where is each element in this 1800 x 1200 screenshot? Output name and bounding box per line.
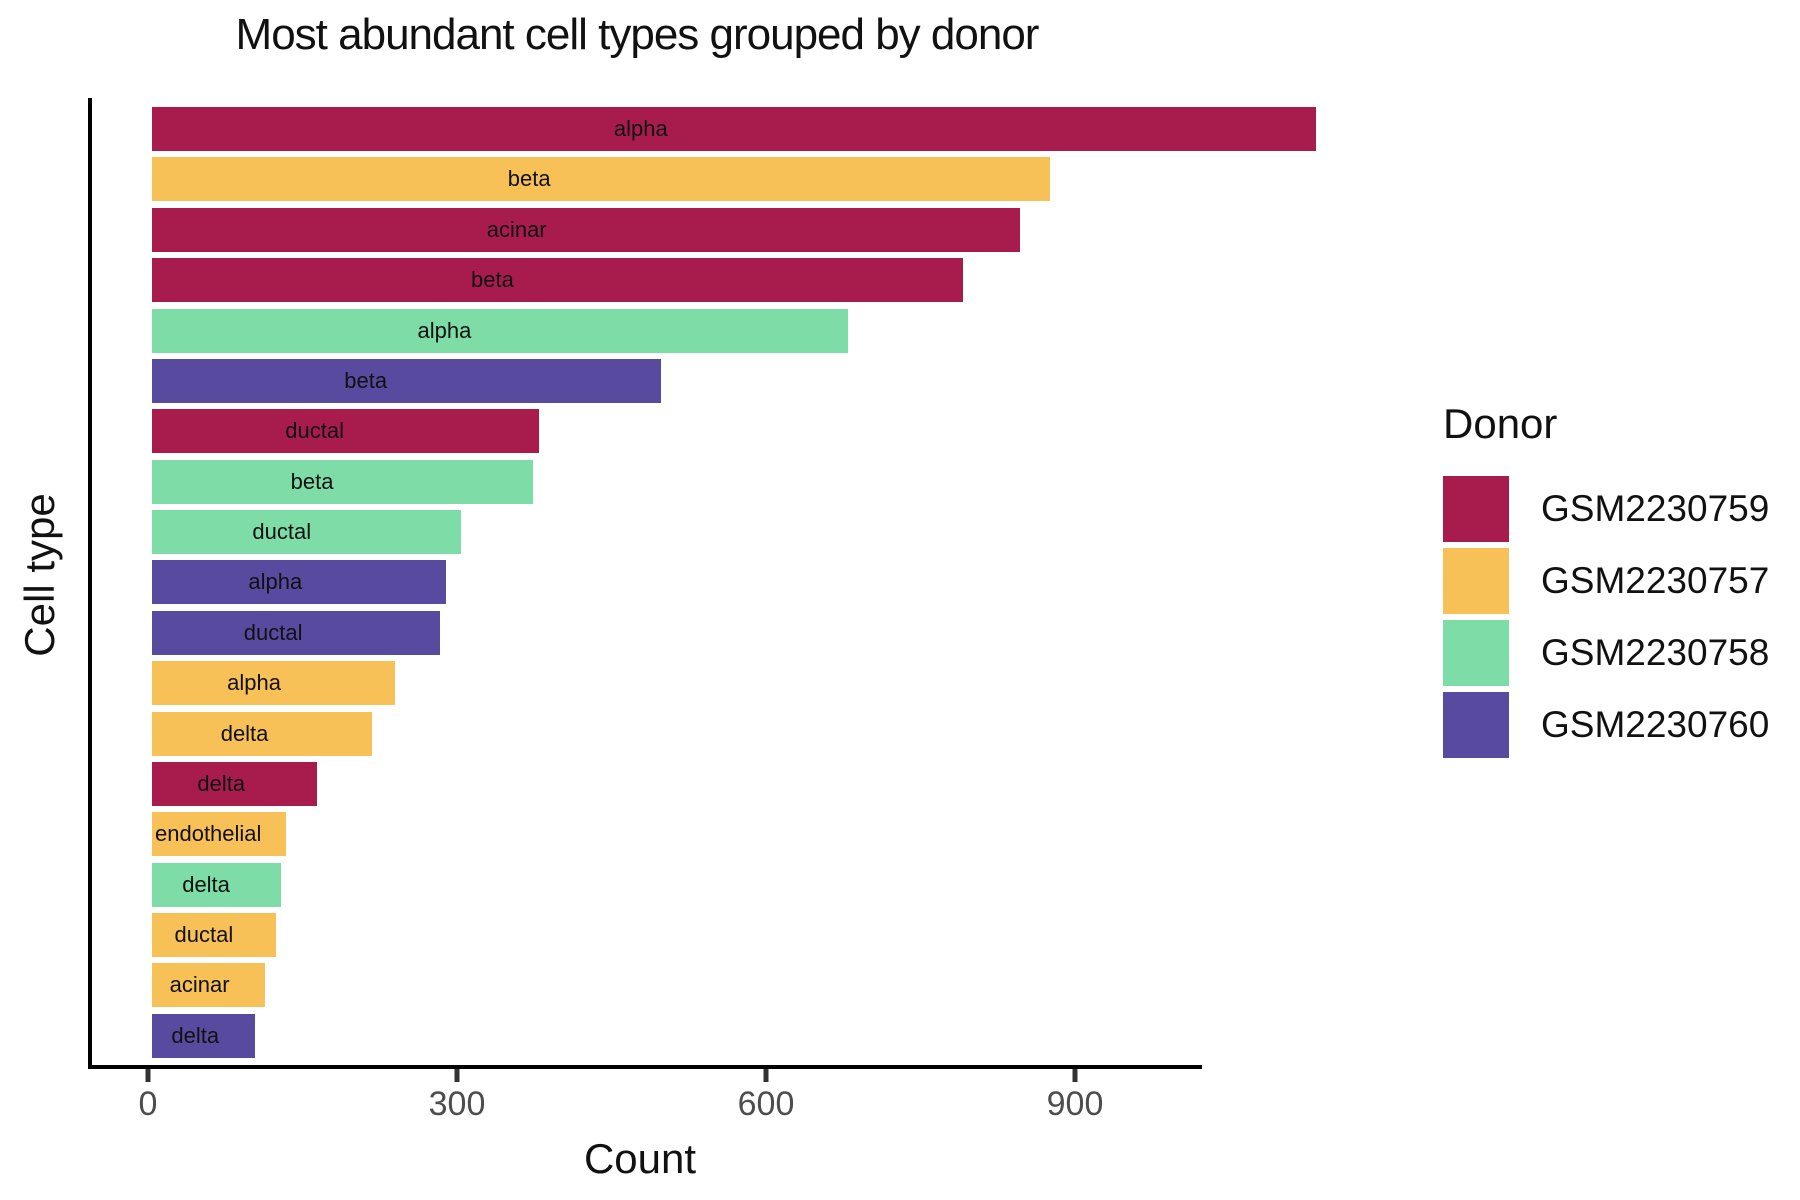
tick-mark — [145, 1069, 151, 1082]
bar-beta-GSM2230758: beta — [152, 459, 534, 504]
bar-row: delta — [92, 1013, 1202, 1058]
bar-row: ductal — [92, 510, 1202, 554]
legend-title: Donor — [1443, 400, 1558, 447]
bar-label: alpha — [227, 670, 281, 696]
bar-row: beta — [92, 459, 1202, 504]
bar-ductal-GSM2230758: ductal — [152, 510, 461, 554]
bar-delta-GSM2230758: delta — [152, 862, 281, 907]
tick-mark — [454, 1069, 460, 1082]
bar-row: acinar — [92, 207, 1202, 252]
bar-beta-GSM2230760: beta — [152, 358, 661, 403]
bar-row: beta — [92, 157, 1202, 202]
bar-row: endothelial — [92, 812, 1202, 857]
bar-alpha-GSM2230757: alpha — [152, 661, 396, 706]
tick-label: 600 — [737, 1085, 795, 1123]
legend-entry-GSM2230758: GSM2230758 — [1443, 620, 1769, 686]
bar-ductal-GSM2230757: ductal — [152, 913, 276, 957]
bar-row: delta — [92, 711, 1202, 756]
bar-label: delta — [197, 770, 246, 796]
bar-row: delta — [92, 862, 1202, 907]
bar-label: alpha — [613, 116, 668, 141]
legend-swatch — [1443, 620, 1509, 686]
bar-label: ductal — [243, 619, 303, 645]
bar-row: alpha — [92, 661, 1202, 706]
legend-label: GSM2230758 — [1541, 632, 1770, 673]
plot-panel: alpha beta acinar beta alpha beta ductal beta du… — [88, 98, 1316, 1069]
tick-mark — [763, 1069, 769, 1082]
bar-group: alpha beta acinar beta alpha beta ductal beta du… — [92, 107, 1316, 1058]
bar-delta-GSM2230760: delta — [152, 1013, 255, 1058]
legend-entries: GSM2230759 GSM2230757 GSM2230758 GSM2230760 — [1443, 476, 1769, 758]
bar-label: beta — [290, 468, 334, 494]
bar-label: endothelial — [155, 821, 262, 847]
bar-row: acinar — [92, 963, 1202, 1008]
bar-label: delta — [220, 720, 269, 746]
bar-row: alpha — [92, 107, 1316, 151]
legend-label: GSM2230760 — [1541, 704, 1770, 745]
legend-label: GSM2230759 — [1541, 488, 1770, 529]
bar-acinar-GSM2230759: acinar — [152, 207, 1021, 252]
legend-entry-GSM2230757: GSM2230757 — [1443, 548, 1769, 614]
bar-row: ductal — [92, 610, 1202, 655]
y-axis-title: Cell type — [16, 493, 63, 657]
bar-row: delta — [92, 761, 1202, 806]
bar-row: alpha — [92, 308, 1202, 353]
bar-label: delta — [171, 1022, 220, 1048]
bar-acinar-GSM2230757: acinar — [152, 963, 266, 1008]
bar-row: ductal — [92, 409, 1202, 454]
legend-label: GSM2230757 — [1541, 560, 1770, 601]
bar-ductal-GSM2230759: ductal — [152, 409, 540, 454]
bar-label: alpha — [417, 317, 472, 343]
legend: Donor GSM2230759 GSM2230757 GSM2230758 GSM2… — [1443, 400, 1769, 758]
x-axis-title: Count — [583, 1135, 697, 1182]
bar-alpha-GSM2230760: alpha — [152, 560, 446, 605]
bar-label: ductal — [285, 418, 344, 444]
legend-swatch — [1443, 548, 1509, 614]
bar-beta-GSM2230757: beta — [152, 157, 1051, 202]
bar-label: ductal — [252, 519, 312, 544]
legend-entry-GSM2230760: GSM2230760 — [1443, 692, 1769, 758]
tick-label: 300 — [428, 1085, 486, 1123]
legend-swatch — [1443, 476, 1509, 542]
bar-label: beta — [344, 367, 388, 393]
legend-swatch — [1443, 692, 1509, 758]
bar-label: ductal — [174, 922, 234, 947]
bar-delta-GSM2230757: delta — [152, 711, 373, 756]
bar-row: ductal — [92, 913, 1202, 957]
bar-alpha-GSM2230758: alpha — [152, 308, 849, 353]
tick-mark — [1072, 1069, 1078, 1082]
bar-label: delta — [182, 871, 230, 897]
bar-row: beta — [92, 358, 1202, 403]
bar-label: beta — [507, 166, 551, 192]
tick-label: 900 — [1046, 1085, 1104, 1123]
bar-beta-GSM2230759: beta — [152, 258, 963, 303]
chart-title: Most abundant cell types grouped by dono… — [235, 10, 1040, 59]
tick-label: 0 — [138, 1085, 158, 1123]
bar-label: acinar — [169, 972, 230, 998]
bar-endothelial-GSM2230757: endothelial — [152, 812, 286, 857]
x-axis: 0 300 600 900 — [88, 1069, 1388, 1129]
bar-label: beta — [471, 267, 514, 293]
bar-ductal-GSM2230760: ductal — [152, 610, 441, 655]
bar-label: acinar — [486, 216, 547, 242]
bar-row: alpha — [92, 560, 1202, 605]
legend-entry-GSM2230759: GSM2230759 — [1443, 476, 1769, 542]
bar-row: beta — [92, 258, 1202, 303]
bar-label: alpha — [248, 569, 303, 595]
bar-alpha-GSM2230759: alpha — [152, 107, 1316, 151]
bar-delta-GSM2230759: delta — [152, 761, 317, 806]
